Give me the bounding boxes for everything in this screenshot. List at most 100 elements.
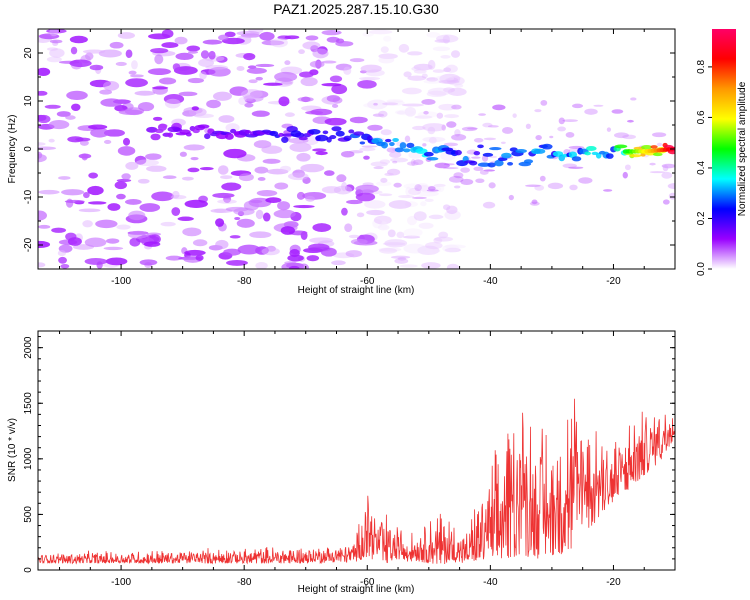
spectrogram-noise-blob [175, 52, 194, 61]
spectrogram-noise-blob [38, 224, 51, 229]
spectrogram-x-tick-label: -40 [483, 276, 498, 287]
spectrogram-noise-blob [558, 117, 565, 125]
spectrogram-ridge-blob [173, 127, 183, 132]
spectrogram-noise-blob [103, 129, 125, 137]
spectrogram-noise-blob [454, 83, 464, 88]
spectrogram-noise-blob [162, 175, 177, 179]
spectrogram-noise-blob [386, 147, 397, 153]
spectrogram-noise-blob [250, 199, 263, 204]
spectrogram-noise-blob [380, 129, 392, 136]
spectrogram-noise-blob [82, 49, 106, 54]
spectrogram-ridge-blob [523, 159, 534, 164]
spectrogram-noise-blob [426, 77, 439, 82]
spectrogram-noise-blob [382, 102, 399, 106]
spectrogram-ridge-blob [423, 151, 434, 157]
spectrogram-noise-blob [103, 246, 124, 251]
spectrogram-ridge-blob [308, 129, 321, 135]
spectrogram-noise-blob [547, 182, 564, 190]
snr-x-tick-label: -100 [111, 577, 131, 588]
spectrogram-ridge-blob [204, 133, 211, 140]
spectrogram-noise-blob [540, 100, 548, 106]
spectrogram-ridge-blob [331, 126, 342, 132]
spectrogram-noise-blob [58, 256, 67, 264]
spectrogram-noise-blob [373, 215, 392, 225]
spectrogram-noise-blob [525, 184, 541, 188]
spectrogram-noise-blob [407, 75, 427, 81]
spectrogram-noise-blob [565, 131, 575, 138]
spectrogram-x-axis: -100 -80 -60 -40 -20 [59, 29, 676, 287]
spectrogram-noise-blob [568, 166, 584, 169]
spectrogram-noise-blob [236, 218, 255, 228]
spectrogram-noise-blob [389, 151, 402, 158]
spectrogram-noise-blobs [38, 29, 675, 269]
spectrogram-noise-blob [281, 80, 293, 85]
colorbar-axis: 0.0 0.2 0.4 0.6 0.8 [696, 60, 712, 276]
snr-x-tick-label: -60 [360, 577, 375, 588]
spectrogram-noise-blob [614, 132, 629, 139]
spectrogram-noise-blob [321, 186, 342, 194]
spectrogram-noise-blob [492, 104, 506, 111]
spectrogram-noise-blob [427, 126, 436, 135]
spectrogram-ridge-blob [489, 146, 502, 151]
spectrogram-noise-blob [423, 79, 442, 84]
spectrogram-noise-blob [345, 250, 363, 258]
spectrogram-ridge-blob [381, 141, 389, 149]
spectrogram-noise-blob [251, 110, 270, 117]
spectrogram-noise-blob [667, 182, 675, 190]
spectrogram-noise-blob [49, 29, 59, 37]
spectrogram-ridge-blob [454, 149, 462, 156]
spectrogram-noise-blob [423, 110, 429, 115]
spectrogram-noise-blob [208, 50, 216, 60]
spectrogram-noise-blob [431, 248, 441, 253]
spectrogram-noise-blob [385, 100, 405, 106]
spectrogram-noise-blob [341, 207, 348, 216]
spectrogram-ridge-blob [507, 161, 514, 166]
spectrogram-noise-blob [116, 193, 126, 200]
spectrogram-noise-blob [361, 145, 378, 148]
spectrogram-noise-blob [478, 113, 486, 116]
spectrogram-noise-blob [309, 60, 325, 68]
spectrogram-noise-blob [321, 82, 342, 87]
spectrogram-y-tick-label: -10 [23, 189, 34, 204]
spectrogram-noise-blob [60, 264, 70, 269]
spectrogram-noise-blob [81, 153, 88, 161]
spectrogram-noise-blob [451, 134, 467, 141]
snr-y-tick-label: 2000 [23, 336, 34, 359]
spectrogram-noise-blob [82, 220, 93, 228]
spectrogram-noise-blob [426, 90, 447, 98]
spectrogram-noise-blob [293, 204, 315, 209]
spectrogram-noise-blob [300, 77, 318, 87]
spectrogram-noise-blob [217, 199, 237, 204]
spectrogram-noise-blob [206, 99, 221, 109]
spectrogram-noise-blob [61, 189, 85, 196]
spectrogram-noise-blob [331, 260, 346, 266]
spectrogram-noise-blob [100, 98, 123, 107]
spectrogram-noise-blob [236, 30, 260, 36]
spectrogram-ridge-blob [415, 148, 428, 154]
spectrogram-noise-blob [215, 218, 225, 227]
spectrogram-noise-blob [531, 199, 538, 205]
spectrogram-noise-blob [378, 53, 398, 60]
spectrogram-noise-blob [198, 58, 215, 67]
spectrogram-noise-blob [107, 203, 121, 211]
spectrogram-noise-blob [432, 46, 451, 52]
spectrogram-noise-blob [88, 124, 108, 130]
spectrogram-ridge-blob [515, 148, 528, 154]
spectrogram-noise-blob [221, 182, 242, 191]
figure-title: PAZ1.2025.287.15.10.G30 [273, 1, 439, 17]
spectrogram-noise-blob [179, 151, 187, 157]
spectrogram-noise-blob [255, 63, 275, 68]
spectrogram-noise-blob [165, 255, 183, 261]
spectrogram-noise-blob [305, 195, 316, 202]
spectrogram-noise-blob [383, 35, 392, 42]
spectrogram-noise-blob [125, 161, 139, 170]
spectrogram-noise-blob [223, 195, 232, 204]
spectrogram-noise-blob [83, 191, 90, 199]
spectrogram-ridge-blob [501, 152, 512, 159]
spectrogram-noise-blob [273, 209, 296, 219]
spectrogram-noise-blob [346, 199, 363, 205]
spectrogram-ridge-blob [322, 130, 329, 135]
spectrogram-noise-blob [205, 65, 228, 70]
spectrogram-noise-blob [390, 157, 409, 163]
spectrogram-noise-blob [379, 159, 391, 165]
